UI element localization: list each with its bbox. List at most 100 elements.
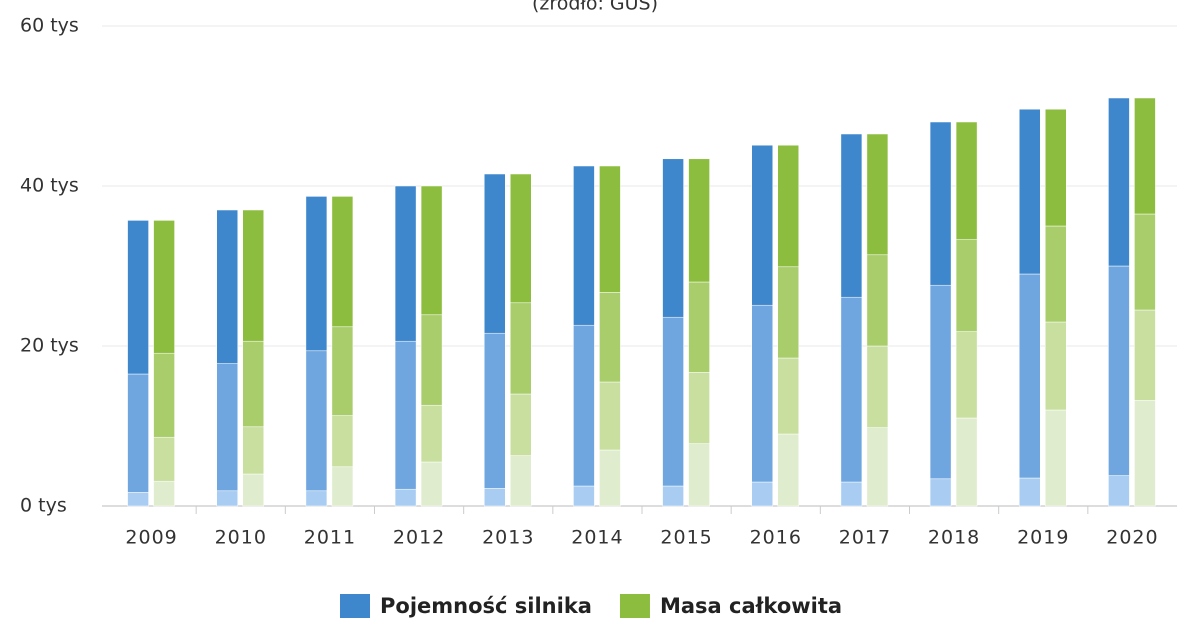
bar-segment xyxy=(153,220,175,354)
bar-segment xyxy=(1019,273,1041,479)
legend-label: Pojemność silnika xyxy=(380,594,592,618)
legend-swatch xyxy=(340,594,370,618)
bar-segment xyxy=(662,158,684,318)
bar-segment xyxy=(216,209,238,364)
bar-segment xyxy=(305,490,328,507)
legend-label: Masa całkowita xyxy=(660,594,842,618)
bar-segment xyxy=(955,331,978,419)
bar-segment xyxy=(573,485,595,507)
bar-segment xyxy=(242,340,264,428)
bar-segment xyxy=(242,426,264,475)
chart-subtitle: (źródło: GUS) xyxy=(532,0,658,15)
bar-segment xyxy=(1045,321,1067,411)
bar-segment xyxy=(688,443,710,507)
legend-swatch xyxy=(619,594,650,618)
bar-segment xyxy=(599,449,621,507)
bar-segment xyxy=(216,490,238,507)
x-tick-label: 2019 xyxy=(1017,527,1069,549)
bar-segment xyxy=(751,304,773,483)
bar-segment xyxy=(929,121,952,286)
y-tick-label: 20 tys xyxy=(20,335,79,357)
bar-segment xyxy=(662,316,684,487)
bar-segment xyxy=(751,481,773,507)
bar-segment xyxy=(1045,225,1067,323)
bar-segment xyxy=(484,332,506,489)
bar-segment xyxy=(153,480,175,507)
bar-segment xyxy=(331,415,354,468)
bar-segment xyxy=(840,133,863,298)
bar-segment xyxy=(573,324,595,487)
x-tick-label: 2020 xyxy=(1106,527,1158,549)
bar-segment xyxy=(840,481,863,507)
bar-segment xyxy=(127,492,149,507)
bar-segment xyxy=(777,266,799,359)
x-tick-label: 2009 xyxy=(125,527,177,549)
bar-segment xyxy=(688,281,710,373)
bar-segment xyxy=(777,144,799,268)
bar-segment xyxy=(929,284,952,480)
bar-segment xyxy=(242,209,264,342)
bar-segment xyxy=(331,466,354,507)
x-tick-label: 2010 xyxy=(215,527,267,549)
bar-segment xyxy=(420,461,443,507)
bar-segment xyxy=(662,485,684,507)
bar-segment xyxy=(688,372,710,444)
bar-segment xyxy=(394,340,417,490)
x-tick-label: 2012 xyxy=(393,527,445,549)
bar-segment xyxy=(777,433,799,507)
y-tick-label: 60 tys xyxy=(20,15,79,37)
bar-segment xyxy=(331,326,354,416)
bar-segment xyxy=(510,302,532,395)
bar-segment xyxy=(688,158,710,283)
bar-segment xyxy=(1019,108,1041,275)
bar-segment xyxy=(394,185,417,342)
bar-segment xyxy=(929,478,952,507)
bar-segment xyxy=(866,133,889,256)
x-tick-label: 2013 xyxy=(482,527,534,549)
bar-segment xyxy=(1134,400,1156,507)
bar-segment xyxy=(1108,97,1130,267)
x-tick-label: 2014 xyxy=(571,527,623,549)
bar-segment xyxy=(1108,265,1130,476)
y-tick-label: 0 tys xyxy=(20,495,67,517)
bar-segment xyxy=(127,220,149,375)
x-tick-label: 2011 xyxy=(304,527,356,549)
bar-segment xyxy=(305,196,328,352)
bar-segment xyxy=(955,417,978,507)
x-tick-label: 2017 xyxy=(839,527,891,549)
bar-segment xyxy=(242,473,264,507)
bar-segment xyxy=(599,165,621,293)
bar-segment xyxy=(420,314,443,406)
bar-segment xyxy=(1134,97,1156,215)
bar-segment xyxy=(573,165,595,326)
bar-segment xyxy=(394,488,417,507)
bar-segment xyxy=(1108,475,1130,507)
bar-segment xyxy=(420,185,443,316)
bar-segment xyxy=(216,363,238,492)
bar-segment xyxy=(599,292,621,383)
bar-segment xyxy=(1019,477,1041,507)
bar-segment xyxy=(955,121,978,240)
bar-segment xyxy=(510,455,532,507)
bar-segment xyxy=(1045,108,1067,227)
bar-segment xyxy=(751,144,773,306)
bar-segment xyxy=(420,404,443,463)
bar-segment xyxy=(484,173,506,334)
y-tick-label: 40 tys xyxy=(20,175,79,197)
x-tick-label: 2018 xyxy=(928,527,980,549)
bar-segment xyxy=(777,357,799,435)
bar-segment xyxy=(866,345,889,428)
bar-segment xyxy=(510,393,532,456)
x-tick-label: 2016 xyxy=(750,527,802,549)
x-tick-label: 2015 xyxy=(660,527,712,549)
bar-segment xyxy=(955,239,978,332)
bar-segment xyxy=(331,196,354,328)
bar-segment xyxy=(1134,309,1156,401)
bar-segment xyxy=(866,427,889,507)
bar-segment xyxy=(840,296,863,483)
bar-segment xyxy=(153,352,175,438)
bar-segment xyxy=(510,173,532,304)
bar-segment xyxy=(1045,409,1067,507)
bar-segment xyxy=(127,373,149,493)
